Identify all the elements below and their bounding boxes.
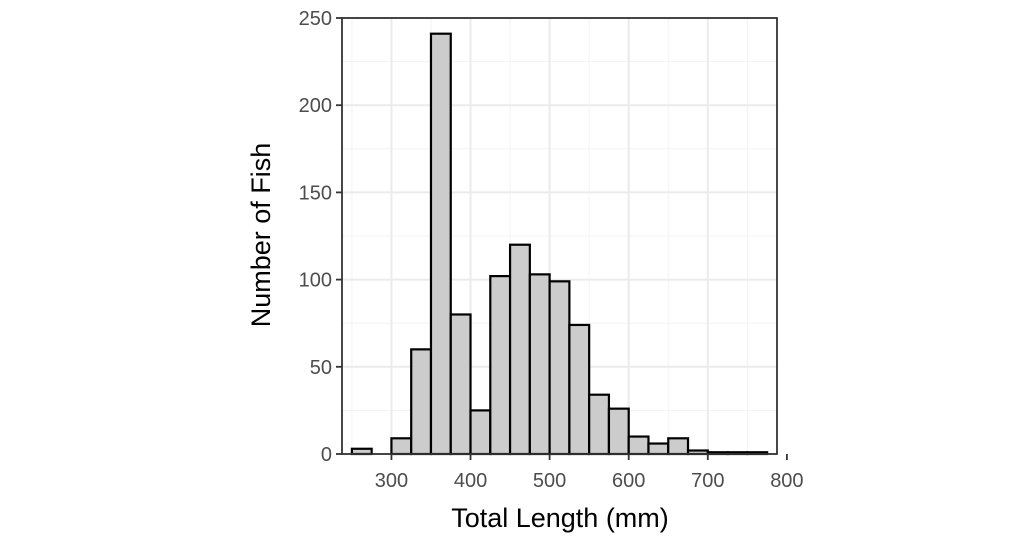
histogram-bar [588,393,611,456]
x-tick-label: 700 [691,470,724,492]
histogram-bar [390,437,413,456]
histogram-bar [607,407,630,456]
histogram-bar [647,442,670,456]
histogram-bar [627,435,650,456]
y-tick-label: 250 [299,8,332,30]
x-tick-label: 500 [533,470,566,492]
x-tick-label: 800 [770,470,803,492]
histogram-bar [410,348,433,456]
histogram-bar [568,323,591,456]
histogram-bar [469,409,492,456]
y-axis-ticks: 0 50 100 150 200 250 [299,8,342,466]
y-axis-title: Number of Fish [246,143,276,328]
histogram-bar [667,437,690,456]
histogram-bar [548,280,571,456]
histogram-bar [449,313,472,456]
y-tick-label: 100 [299,270,332,292]
histogram-bar [489,275,512,456]
histogram-bars [350,32,769,456]
x-axis-title: Total Length (mm) [451,503,669,533]
y-tick-label: 0 [321,444,332,466]
y-tick-label: 200 [299,95,332,117]
panel-border [341,17,778,455]
y-tick-label: 150 [299,182,332,204]
histogram-bar [429,32,452,456]
y-tick-label: 50 [310,357,332,379]
x-axis-ticks: 300 400 500 600 700 800 [375,454,804,492]
histogram-bar [508,243,531,456]
x-tick-label: 600 [612,470,645,492]
x-tick-label: 300 [375,470,408,492]
x-tick-label: 400 [454,470,487,492]
histogram-bar [528,273,551,456]
